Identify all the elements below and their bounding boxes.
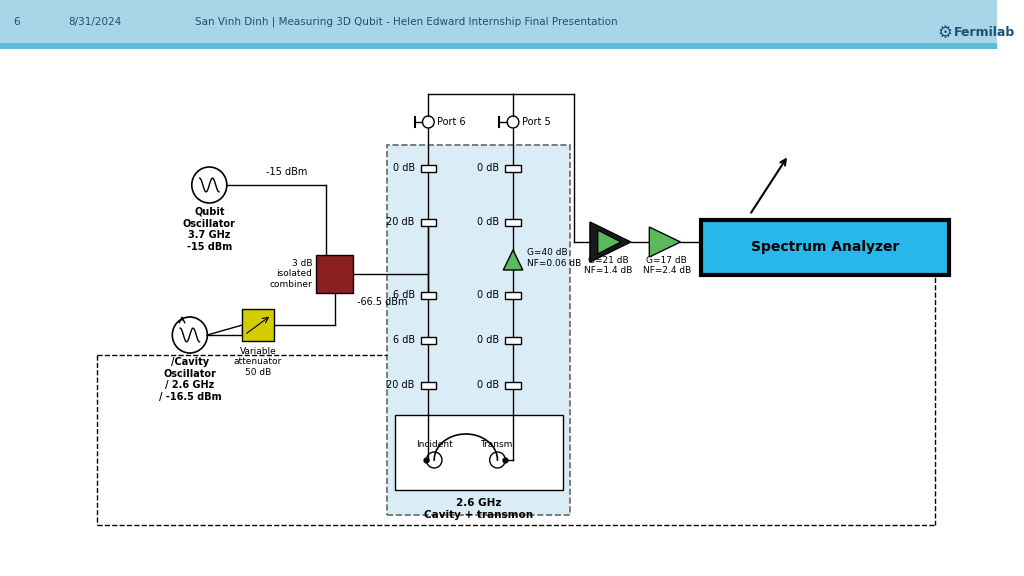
Polygon shape xyxy=(503,250,523,270)
Text: ⚙: ⚙ xyxy=(937,24,952,42)
Bar xyxy=(395,415,562,490)
Bar xyxy=(316,255,353,293)
Text: 20 dB: 20 dB xyxy=(386,380,415,390)
Polygon shape xyxy=(649,227,681,257)
Bar xyxy=(505,336,521,343)
Bar xyxy=(421,336,436,343)
Text: 0 dB: 0 dB xyxy=(392,163,415,173)
Text: Port 5: Port 5 xyxy=(522,117,551,127)
Text: Qubit
Oscillator
3.7 GHz
-15 dBm: Qubit Oscillator 3.7 GHz -15 dBm xyxy=(183,207,236,252)
Text: 0 dB: 0 dB xyxy=(477,290,500,300)
Polygon shape xyxy=(590,222,631,262)
Bar xyxy=(505,218,521,225)
Text: 0 dB: 0 dB xyxy=(477,380,500,390)
Bar xyxy=(421,218,436,225)
Bar xyxy=(700,220,949,275)
Text: G=21 dB
NF=1.4 dB: G=21 dB NF=1.4 dB xyxy=(585,256,633,275)
Bar xyxy=(0,0,996,43)
Text: Incident: Incident xyxy=(416,440,453,449)
Text: G=40 dB
NF=0.06 dB: G=40 dB NF=0.06 dB xyxy=(526,248,581,268)
Text: Variable
attenuator
50 dB: Variable attenuator 50 dB xyxy=(233,347,282,377)
Text: 2.6 GHz
Cavity + transmon: 2.6 GHz Cavity + transmon xyxy=(424,498,534,520)
Bar xyxy=(505,381,521,388)
Bar xyxy=(421,291,436,298)
Text: 6: 6 xyxy=(13,17,20,27)
Text: San Vinh Dinh | Measuring 3D Qubit - Helen Edward Internship Final Presentation: San Vinh Dinh | Measuring 3D Qubit - Hel… xyxy=(195,17,617,27)
Polygon shape xyxy=(598,230,622,254)
Text: Schematic of measurement setup: Schematic of measurement setup xyxy=(17,18,595,47)
Text: 8/31/2024: 8/31/2024 xyxy=(69,17,122,27)
Bar xyxy=(505,165,521,172)
Bar xyxy=(421,381,436,388)
Text: 0 dB: 0 dB xyxy=(477,163,500,173)
Bar xyxy=(421,165,436,172)
Text: Spectrum Analyzer: Spectrum Analyzer xyxy=(751,241,899,255)
Text: 0 dB: 0 dB xyxy=(477,217,500,227)
Text: Transm.: Transm. xyxy=(480,440,515,449)
Text: Port 6: Port 6 xyxy=(437,117,466,127)
Bar xyxy=(243,309,273,341)
Text: -66.5 dBm: -66.5 dBm xyxy=(357,297,408,307)
Text: -15 dBm: -15 dBm xyxy=(266,167,308,177)
Text: 3 dB
isolated
combiner: 3 dB isolated combiner xyxy=(269,259,312,289)
Bar xyxy=(0,43,996,49)
Text: 6 dB: 6 dB xyxy=(392,290,415,300)
Text: 20 dB: 20 dB xyxy=(386,217,415,227)
Bar xyxy=(387,145,570,515)
Text: 0 dB: 0 dB xyxy=(477,335,500,345)
Bar xyxy=(505,291,521,298)
Text: Fermilab: Fermilab xyxy=(954,26,1015,40)
Text: 6 dB: 6 dB xyxy=(392,335,415,345)
Text: G=17 dB
NF=2.4 dB: G=17 dB NF=2.4 dB xyxy=(643,256,691,275)
Text: /Cavity
Oscillator
/ 2.6 GHz
/ -16.5 dBm: /Cavity Oscillator / 2.6 GHz / -16.5 dBm xyxy=(159,357,221,402)
